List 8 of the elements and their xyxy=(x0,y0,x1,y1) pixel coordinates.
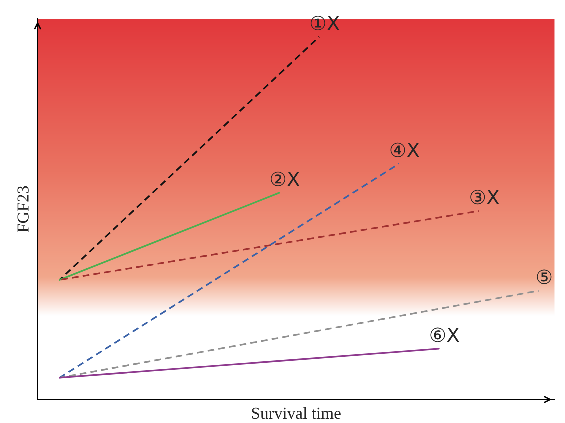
x-axis-title: Survival time xyxy=(252,407,341,420)
y-axis-title: FGF23 xyxy=(18,186,29,233)
series-label: ①X xyxy=(310,16,340,31)
series-label: ②X xyxy=(271,172,300,186)
series-label: ④X xyxy=(390,142,420,158)
series-label: ⑥X xyxy=(430,328,460,342)
series-label: ③X xyxy=(470,190,500,205)
series-label: ⑤ xyxy=(537,270,552,284)
